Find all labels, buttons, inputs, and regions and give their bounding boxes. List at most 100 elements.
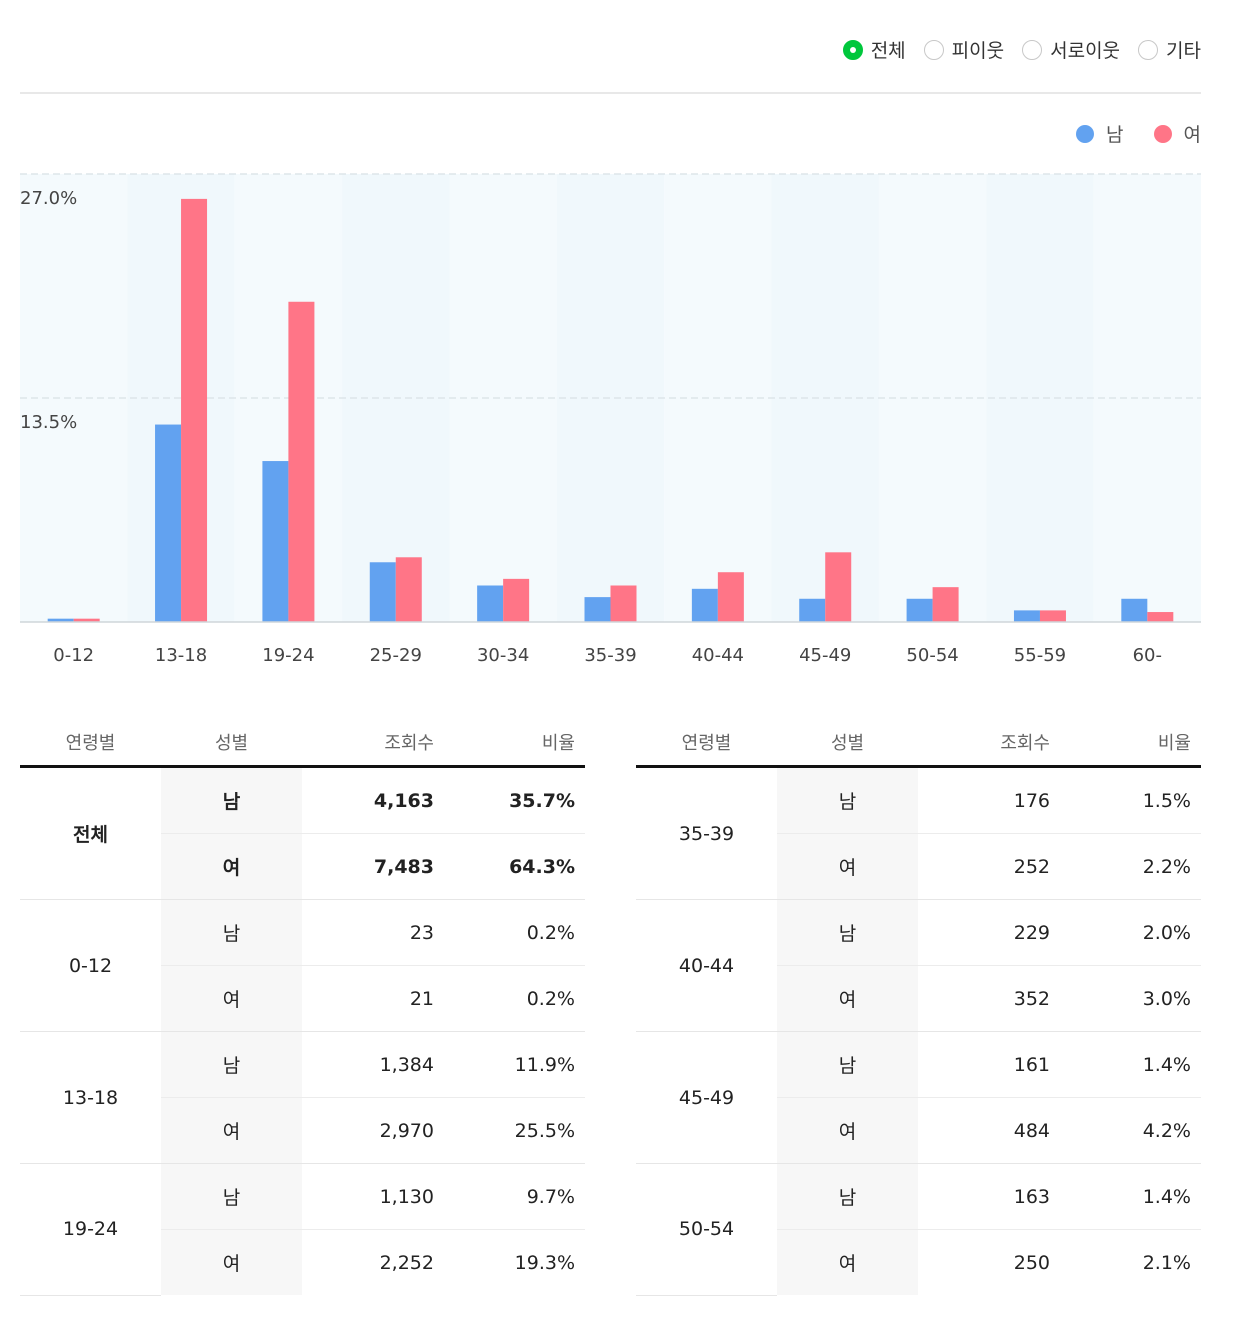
cell-views: 229 — [918, 899, 1060, 966]
bar-female-50-54[interactable] — [932, 587, 959, 622]
legend-label: 여 — [1183, 124, 1201, 146]
header-gender: 성별 — [777, 718, 918, 768]
cell-gender: 여 — [161, 833, 302, 900]
bar-male-0-12[interactable] — [47, 618, 74, 622]
radio-icon[interactable] — [842, 39, 863, 60]
age-gender-bar-chart: 27.0% 13.5% 0-12 13-18 19-24 25-29 30-34 35-39 4… — [20, 173, 1201, 666]
cell-gender: 남 — [777, 1031, 918, 1098]
table-row: 19-24 남 1,130 9.7% — [20, 1163, 585, 1296]
bar-female-45-49[interactable] — [825, 552, 852, 622]
cell-gender: 남 — [161, 1163, 302, 1230]
bar-female-0-12[interactable] — [73, 618, 100, 622]
cell-gender: 남 — [161, 1031, 302, 1098]
bar-female-30-34[interactable] — [503, 578, 530, 622]
stats-table-right: 연령별 성별 조회수 비율 35-39 남 176 1.5% 여 252 2.2% 40-44… — [636, 718, 1201, 1296]
cell-ratio: 25.5% — [444, 1097, 585, 1164]
x-tick-label: 55-59 — [1014, 645, 1066, 666]
cell-views: 250 — [1013, 1251, 1050, 1274]
cell-age-group: 19-24 — [20, 1163, 161, 1296]
bar-male-50-54[interactable] — [906, 598, 933, 622]
cell-age-group: 45-49 — [636, 1031, 777, 1164]
cell-views: 352 — [918, 965, 1060, 1032]
legend-label: 남 — [1106, 124, 1124, 146]
legend-dot-icon — [1153, 124, 1172, 143]
header-ratio: 비율 — [1060, 718, 1201, 768]
filter-option-other[interactable]: 기타 — [1138, 36, 1201, 63]
bar-female-25-29[interactable] — [395, 557, 422, 622]
header-views: 조회수 — [918, 718, 1060, 768]
table-row: 여 484 4.2% — [636, 1097, 1201, 1164]
cell-ratio: 35.7% — [444, 766, 585, 834]
cell-ratio: 19.3% — [514, 1251, 575, 1274]
cell-gender: 여 — [161, 1229, 302, 1295]
table-row: 여 252 2.2% — [636, 833, 1201, 900]
bar-female-55-59[interactable] — [1039, 610, 1066, 622]
bar-male-40-44[interactable] — [691, 588, 718, 622]
legend-item-female: 여 — [1153, 120, 1201, 147]
cell-gender: 남 — [777, 899, 918, 966]
cell-age-group: 50-54 — [636, 1163, 777, 1296]
cell-ratio: 4.2% — [1060, 1097, 1201, 1164]
table-header-row: 연령별 성별 조회수 비율 — [636, 718, 1201, 768]
bar-male-35-39[interactable] — [584, 597, 611, 622]
bar-male-13-18[interactable] — [155, 424, 182, 622]
radio-icon[interactable] — [923, 39, 944, 60]
legend-dot-icon — [1076, 124, 1095, 143]
table-row: 40-44 남 229 2.0% — [636, 899, 1201, 1032]
audience-filter: 전체 피이웃 서로이웃 기타 — [842, 36, 1201, 63]
bar-male-30-34[interactable] — [477, 585, 504, 622]
cell-gender: 여 — [161, 965, 302, 1032]
cell-gender: 여 — [777, 1097, 918, 1164]
cell-age-group: 35-39 — [636, 766, 777, 900]
chart-legend: 남 여 — [1076, 120, 1201, 147]
cell-views: 23 — [302, 899, 444, 966]
cell-ratio: 2.2% — [1060, 833, 1201, 900]
cell-ratio: 0.2% — [444, 965, 585, 1032]
table-row: 50-54 남 163 1.4% — [636, 1163, 1201, 1296]
cell-views: 2,970 — [302, 1097, 444, 1164]
cell-age-group: 40-44 — [636, 899, 777, 1032]
radio-icon[interactable] — [1022, 39, 1043, 60]
bar-male-55-59[interactable] — [1013, 610, 1040, 622]
bar-female-13-18[interactable] — [181, 198, 208, 622]
cell-views: 484 — [918, 1097, 1060, 1164]
x-tick-label: 0-12 — [53, 645, 94, 666]
filter-option-all[interactable]: 전체 — [842, 36, 906, 63]
cell-gender: 남 — [777, 766, 918, 834]
cell-views: 1,130 — [302, 1163, 444, 1230]
bar-female-40-44[interactable] — [717, 572, 744, 622]
cell-gender: 남 — [161, 766, 302, 834]
filter-option-neighbor[interactable]: 피이웃 — [923, 36, 1004, 63]
table-row: 0-12 남 23 0.2% — [20, 899, 585, 1032]
cell-ratio: 0.2% — [444, 899, 585, 966]
x-tick-label: 45-49 — [799, 645, 851, 666]
header-age: 연령별 — [20, 718, 161, 768]
cell-views: 176 — [918, 766, 1060, 834]
cell-views: 161 — [918, 1031, 1060, 1098]
x-tick-label: 50-54 — [906, 645, 958, 666]
cell-gender: 여 — [777, 965, 918, 1032]
filter-label: 서로이웃 — [1050, 40, 1121, 62]
x-tick-label: 40-44 — [692, 645, 744, 666]
radio-icon[interactable] — [1138, 39, 1159, 60]
bar-female-60-[interactable] — [1147, 612, 1174, 622]
cell-gender: 여 — [777, 833, 918, 900]
bar-male-45-49[interactable] — [799, 598, 826, 622]
bar-male-19-24[interactable] — [262, 461, 289, 622]
stats-table-left: 연령별 성별 조회수 비율 전체 남 4,163 35.7% 여 7,483 64.3% 0-… — [20, 718, 585, 1296]
cell-ratio: 3.0% — [1060, 965, 1201, 1032]
y-tick-label: 27.0% — [20, 188, 77, 209]
filter-option-mutual-neighbor[interactable]: 서로이웃 — [1022, 36, 1120, 63]
cell-ratio: 2.0% — [1060, 899, 1201, 966]
bar-female-35-39[interactable] — [610, 585, 637, 622]
bar-male-25-29[interactable] — [369, 562, 396, 622]
cell-ratio: 1.4% — [1060, 1163, 1201, 1230]
bar-male-60-[interactable] — [1121, 598, 1148, 622]
header-ratio: 비율 — [444, 718, 585, 768]
cell-age-group: 0-12 — [20, 899, 161, 1032]
table-row: 여 250 2.1% — [636, 1229, 1201, 1295]
bar-female-19-24[interactable] — [288, 301, 315, 622]
table-row: 여 21 0.2% — [20, 965, 585, 1032]
header-gender: 성별 — [161, 718, 302, 768]
cell-views: 2,252 — [379, 1251, 434, 1274]
